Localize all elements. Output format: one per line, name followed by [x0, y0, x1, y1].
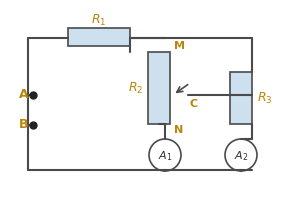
Text: N: N [174, 125, 183, 135]
Circle shape [225, 139, 257, 171]
Text: $A_2$: $A_2$ [234, 149, 248, 163]
Text: $R_1$: $R_1$ [91, 13, 107, 27]
Text: B: B [19, 118, 29, 132]
Text: M: M [174, 41, 185, 51]
FancyBboxPatch shape [230, 72, 252, 124]
FancyBboxPatch shape [68, 28, 130, 46]
Text: $A_1$: $A_1$ [158, 149, 172, 163]
FancyBboxPatch shape [148, 52, 170, 124]
Text: C: C [190, 99, 198, 109]
Text: $R_3$: $R_3$ [257, 91, 273, 105]
Text: A: A [19, 89, 29, 101]
Text: $R_2$: $R_2$ [128, 80, 144, 96]
Circle shape [149, 139, 181, 171]
